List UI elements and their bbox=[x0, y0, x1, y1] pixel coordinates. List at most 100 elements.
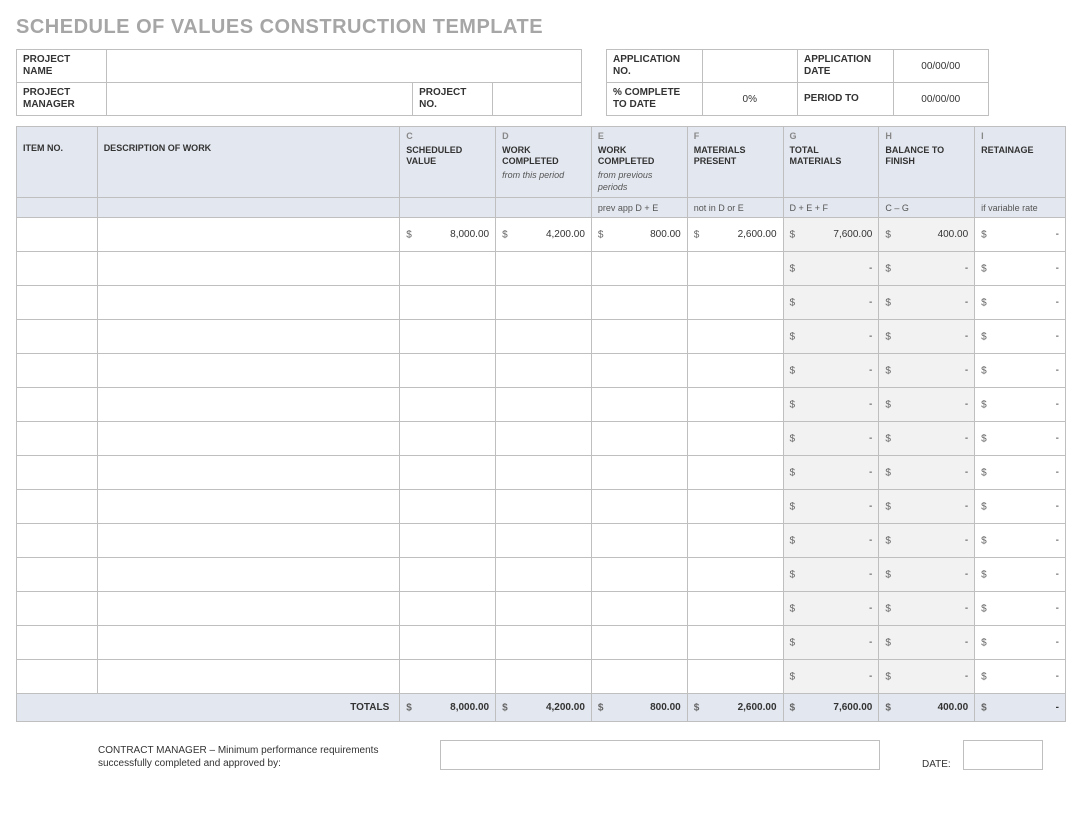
cell-item-no[interactable] bbox=[17, 660, 98, 694]
cell-c[interactable] bbox=[400, 422, 496, 456]
cell-item-no[interactable] bbox=[17, 422, 98, 456]
cell-h[interactable]: $- bbox=[879, 320, 975, 354]
cell-f[interactable] bbox=[687, 626, 783, 660]
cell-description[interactable] bbox=[97, 388, 400, 422]
cell-f[interactable] bbox=[687, 660, 783, 694]
cell-c[interactable] bbox=[400, 456, 496, 490]
cell-h[interactable]: $- bbox=[879, 558, 975, 592]
cell-e[interactable] bbox=[591, 422, 687, 456]
cell-i[interactable]: $- bbox=[975, 456, 1066, 490]
cell-i[interactable]: $- bbox=[975, 354, 1066, 388]
cell-item-no[interactable] bbox=[17, 252, 98, 286]
cell-i[interactable]: $- bbox=[975, 286, 1066, 320]
cell-d[interactable] bbox=[496, 422, 592, 456]
cell-description[interactable] bbox=[97, 592, 400, 626]
cell-description[interactable] bbox=[97, 354, 400, 388]
cell-c[interactable]: $8,000.00 bbox=[400, 218, 496, 252]
cell-description[interactable] bbox=[97, 660, 400, 694]
cell-d[interactable] bbox=[496, 490, 592, 524]
cell-g[interactable]: $- bbox=[783, 286, 879, 320]
cell-item-no[interactable] bbox=[17, 354, 98, 388]
cell-description[interactable] bbox=[97, 524, 400, 558]
cell-f[interactable] bbox=[687, 490, 783, 524]
cell-description[interactable] bbox=[97, 456, 400, 490]
cell-g[interactable]: $- bbox=[783, 558, 879, 592]
cell-e[interactable] bbox=[591, 660, 687, 694]
cell-d[interactable] bbox=[496, 252, 592, 286]
cell-i[interactable]: $- bbox=[975, 592, 1066, 626]
cell-item-no[interactable] bbox=[17, 592, 98, 626]
cell-i[interactable]: $- bbox=[975, 422, 1066, 456]
cell-f[interactable] bbox=[687, 252, 783, 286]
cell-f[interactable] bbox=[687, 320, 783, 354]
cell-item-no[interactable] bbox=[17, 456, 98, 490]
cell-g[interactable]: $- bbox=[783, 592, 879, 626]
cell-e[interactable]: $800.00 bbox=[591, 218, 687, 252]
cell-item-no[interactable] bbox=[17, 388, 98, 422]
cell-item-no[interactable] bbox=[17, 524, 98, 558]
cell-i[interactable]: $- bbox=[975, 558, 1066, 592]
signature-box[interactable] bbox=[440, 740, 880, 770]
cell-i[interactable]: $- bbox=[975, 218, 1066, 252]
cell-g[interactable]: $7,600.00 bbox=[783, 218, 879, 252]
cell-e[interactable] bbox=[591, 354, 687, 388]
cell-description[interactable] bbox=[97, 422, 400, 456]
cell-description[interactable] bbox=[97, 218, 400, 252]
cell-c[interactable] bbox=[400, 626, 496, 660]
cell-c[interactable] bbox=[400, 286, 496, 320]
cell-h[interactable]: $- bbox=[879, 252, 975, 286]
project-no-value[interactable] bbox=[492, 83, 581, 116]
cell-description[interactable] bbox=[97, 320, 400, 354]
cell-h[interactable]: $- bbox=[879, 490, 975, 524]
cell-d[interactable] bbox=[496, 660, 592, 694]
cell-item-no[interactable] bbox=[17, 320, 98, 354]
cell-h[interactable]: $- bbox=[879, 524, 975, 558]
cell-f[interactable] bbox=[687, 456, 783, 490]
project-name-value[interactable] bbox=[106, 50, 581, 83]
cell-e[interactable] bbox=[591, 388, 687, 422]
cell-item-no[interactable] bbox=[17, 218, 98, 252]
cell-h[interactable]: $- bbox=[879, 388, 975, 422]
cell-f[interactable]: $2,600.00 bbox=[687, 218, 783, 252]
cell-h[interactable]: $- bbox=[879, 456, 975, 490]
cell-i[interactable]: $- bbox=[975, 524, 1066, 558]
cell-c[interactable] bbox=[400, 558, 496, 592]
cell-g[interactable]: $- bbox=[783, 456, 879, 490]
cell-e[interactable] bbox=[591, 252, 687, 286]
cell-item-no[interactable] bbox=[17, 626, 98, 660]
cell-g[interactable]: $- bbox=[783, 422, 879, 456]
cell-f[interactable] bbox=[687, 592, 783, 626]
cell-g[interactable]: $- bbox=[783, 354, 879, 388]
cell-item-no[interactable] bbox=[17, 286, 98, 320]
cell-f[interactable] bbox=[687, 422, 783, 456]
cell-e[interactable] bbox=[591, 558, 687, 592]
cell-i[interactable]: $- bbox=[975, 252, 1066, 286]
cell-d[interactable] bbox=[496, 558, 592, 592]
cell-description[interactable] bbox=[97, 490, 400, 524]
project-manager-value[interactable] bbox=[106, 83, 412, 116]
cell-e[interactable] bbox=[591, 524, 687, 558]
cell-d[interactable] bbox=[496, 592, 592, 626]
cell-f[interactable] bbox=[687, 354, 783, 388]
cell-g[interactable]: $- bbox=[783, 490, 879, 524]
cell-h[interactable]: $- bbox=[879, 660, 975, 694]
cell-c[interactable] bbox=[400, 660, 496, 694]
cell-e[interactable] bbox=[591, 490, 687, 524]
cell-g[interactable]: $- bbox=[783, 660, 879, 694]
cell-c[interactable] bbox=[400, 320, 496, 354]
cell-description[interactable] bbox=[97, 558, 400, 592]
cell-d[interactable] bbox=[496, 354, 592, 388]
cell-item-no[interactable] bbox=[17, 558, 98, 592]
cell-h[interactable]: $- bbox=[879, 354, 975, 388]
cell-f[interactable] bbox=[687, 524, 783, 558]
application-date-value[interactable]: 00/00/00 bbox=[893, 50, 989, 83]
cell-d[interactable]: $4,200.00 bbox=[496, 218, 592, 252]
cell-d[interactable] bbox=[496, 286, 592, 320]
cell-h[interactable]: $- bbox=[879, 592, 975, 626]
cell-g[interactable]: $- bbox=[783, 388, 879, 422]
cell-c[interactable] bbox=[400, 388, 496, 422]
cell-f[interactable] bbox=[687, 558, 783, 592]
cell-i[interactable]: $- bbox=[975, 320, 1066, 354]
cell-d[interactable] bbox=[496, 388, 592, 422]
cell-i[interactable]: $- bbox=[975, 490, 1066, 524]
